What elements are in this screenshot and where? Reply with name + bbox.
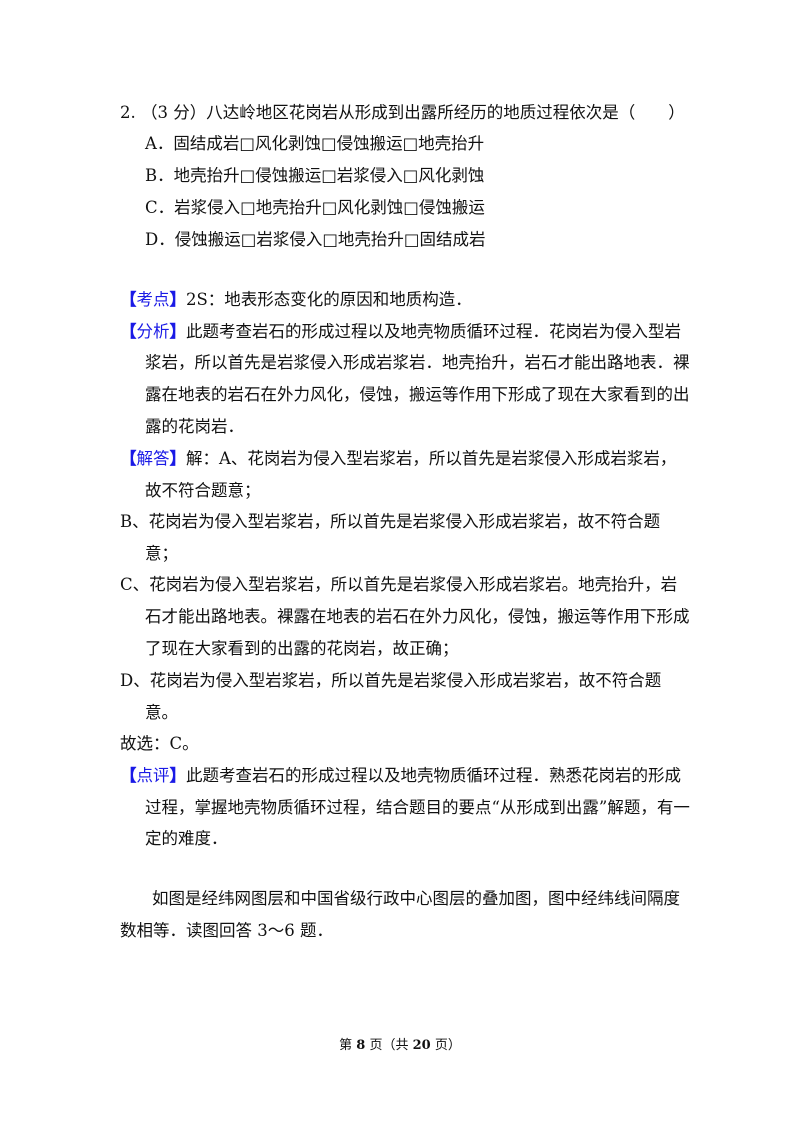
intro-line: 如图是经纬网图层和中国省级行政中心图层的叠加图，图中经纬线间隔度 [152, 889, 680, 908]
jieda-label: 解答 [136, 449, 170, 468]
question-stem: 2. （3 分）八达岭地区花岗岩从形成到出露所经历的地质过程依次是（ ） [120, 103, 685, 122]
jieda-line: 解：A、花岗岩为侵入型岩浆岩，所以首先是岩浆侵入形成岩浆岩， [186, 449, 677, 468]
c-line: C、花岗岩为侵入型岩浆岩，所以首先是岩浆侵入形成岩浆岩。地壳抬升，岩 [120, 575, 678, 594]
total-pages: 20 [412, 1038, 431, 1053]
d-line: D、花岗岩为侵入型岩浆岩，所以首先是岩浆侵入形成岩浆岩，故不符合题 [120, 671, 662, 690]
dianping-line: 定的难度． [145, 829, 228, 848]
c-line: 了现在大家看到的出露的花岗岩，故正确； [145, 639, 459, 658]
option-c: C．岩浆侵入□地壳抬升□风化剥蚀□侵蚀搬运 [145, 198, 485, 217]
fenxi-line: 露的花岗岩． [145, 417, 244, 436]
fenxi-line: 露在地表的岩石在外力风化，侵蚀，搬运等作用下形成了现在大家看到的出 [145, 385, 690, 404]
fenxi-line: 此题考查岩石的形成过程以及地壳物质循环过程．花岗岩为侵入型岩 [186, 322, 681, 341]
kaodian: 【考点】2S：地表形态变化的原因和地质构造． [120, 290, 472, 309]
kaodian-label: 考点 [136, 290, 170, 309]
intro-line: 数相等．读图回答 3～6 题． [120, 921, 333, 940]
d-line: 意。 [145, 703, 178, 722]
footer-suffix: 页） [430, 1038, 461, 1053]
fenxi-line: 浆岩，所以首先是岩浆侵入形成岩浆岩．地壳抬升，岩石才能出路地表．裸 [145, 353, 690, 372]
option-a: A．固结成岩□风化剥蚀□侵蚀搬运□地壳抬升 [145, 134, 485, 153]
footer-prefix: 第 [339, 1038, 357, 1053]
c-line: 石才能出路地表。裸露在地表的岩石在外力风化，侵蚀，搬运等作用下形成 [145, 607, 690, 626]
page-footer: 第 8 页（共 20 页） [0, 1034, 800, 1053]
option-d: D．侵蚀搬运□岩浆侵入□地壳抬升□固结成岩 [145, 230, 486, 249]
fenxi-label: 分析 [136, 322, 170, 341]
jieda-line: 故不符合题意； [145, 481, 261, 500]
dianping-line: 过程，掌握地壳物质循环过程，结合题目的要点“从形成到出露”解题，有一 [145, 798, 690, 817]
option-b: B．地壳抬升□侵蚀搬运□岩浆侵入□风化剥蚀 [145, 166, 485, 185]
dianping-line: 此题考查岩石的形成过程以及地壳物质循环过程．熟悉花岗岩的形成 [186, 766, 681, 785]
dianping-label: 点评 [136, 766, 170, 785]
fenxi: 【分析】此题考查岩石的形成过程以及地壳物质循环过程．花岗岩为侵入型岩 [120, 322, 681, 341]
b-line: B、花岗岩为侵入型岩浆岩，所以首先是岩浆侵入形成岩浆岩，故不符合题 [120, 512, 661, 531]
answer: 故选：C。 [120, 734, 199, 753]
jieda: 【解答】解：A、花岗岩为侵入型岩浆岩，所以首先是岩浆侵入形成岩浆岩， [120, 449, 677, 468]
b-line: 意； [145, 544, 178, 563]
footer-mid: 页（共 [365, 1038, 413, 1053]
dianping: 【点评】此题考查岩石的形成过程以及地壳物质循环过程．熟悉花岗岩的形成 [120, 766, 681, 785]
page-number: 8 [356, 1038, 366, 1053]
kaodian-text: 2S：地表形态变化的原因和地质构造． [186, 290, 472, 309]
